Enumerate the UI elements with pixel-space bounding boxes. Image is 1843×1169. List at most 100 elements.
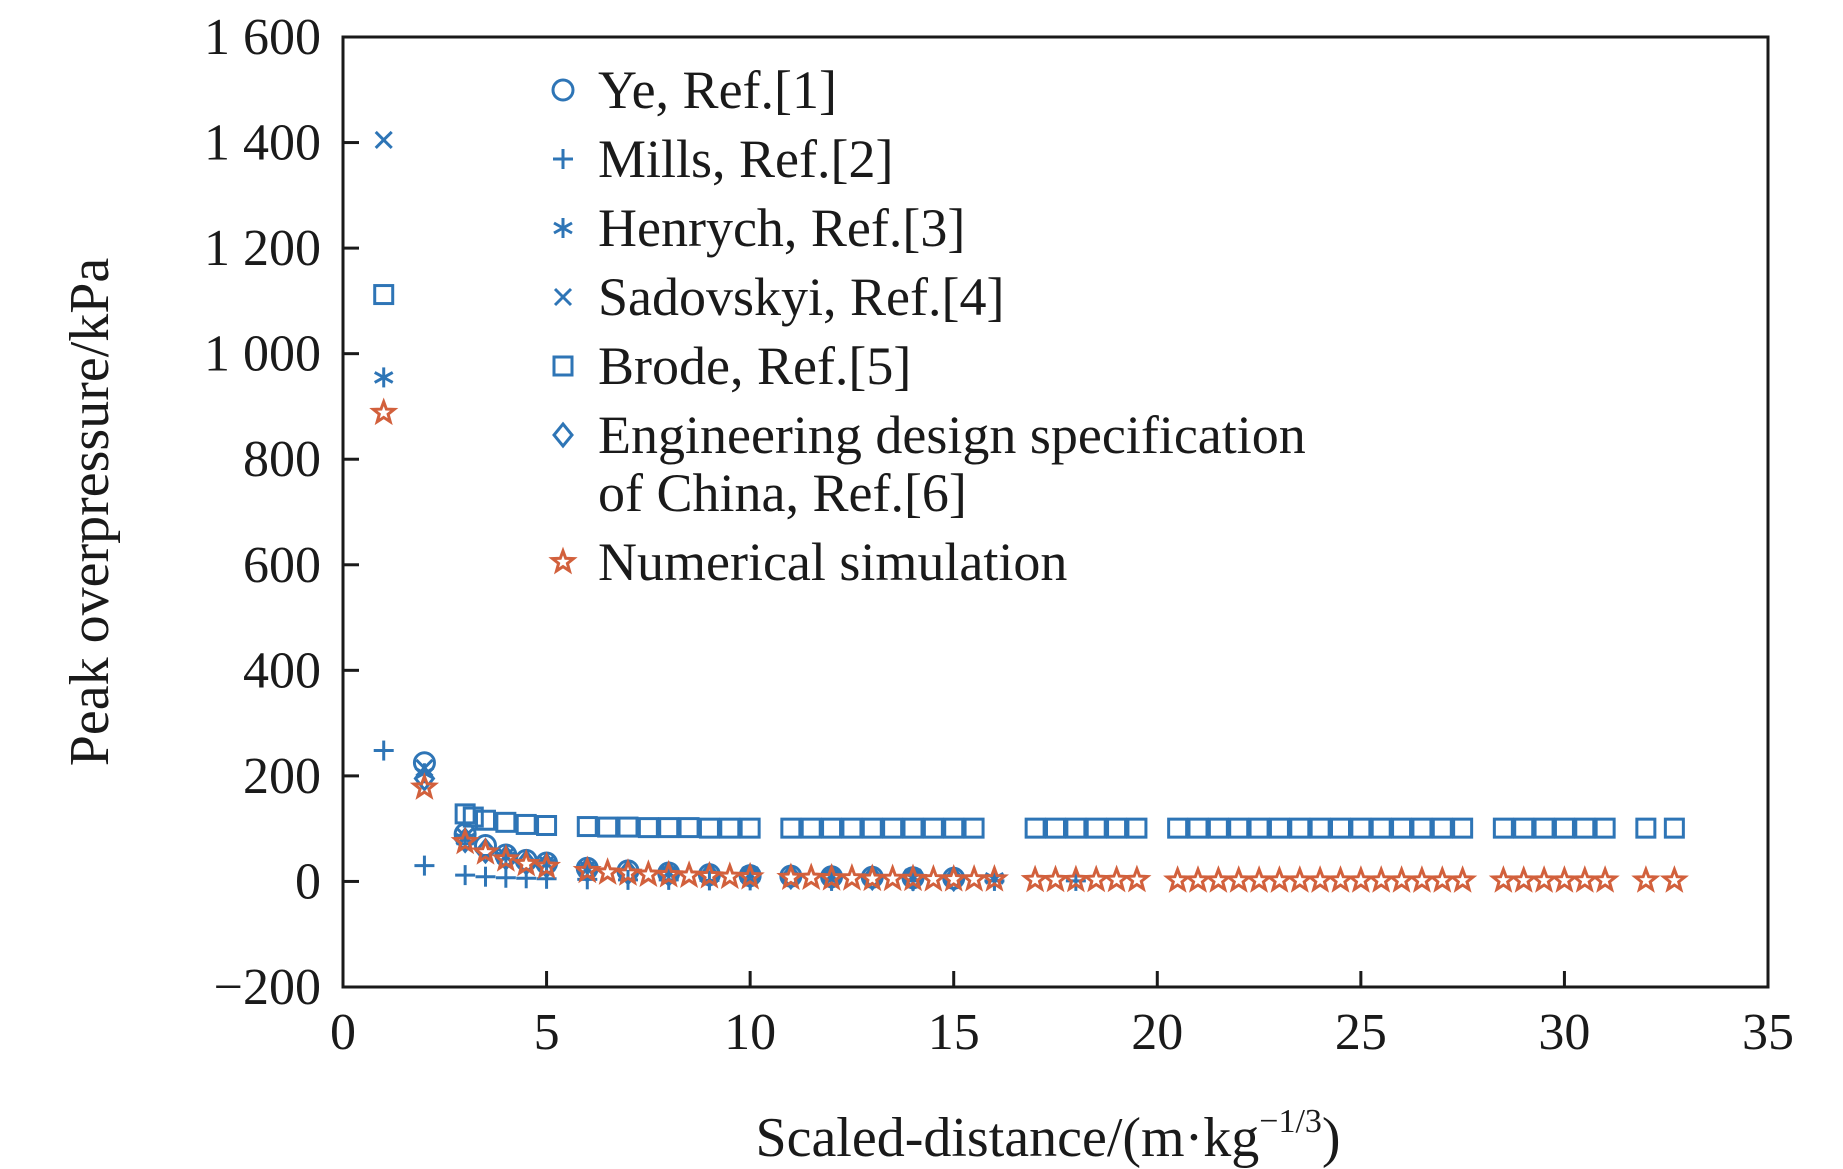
- data-point: [617, 816, 639, 838]
- data-point: [674, 860, 704, 889]
- data-point: [633, 859, 663, 888]
- data-point: [1289, 817, 1311, 839]
- data-point: [511, 848, 541, 877]
- data-point: [1102, 864, 1132, 893]
- y-tick-label: 1 200: [204, 220, 321, 277]
- data-point: [1248, 817, 1270, 839]
- data-point: [475, 809, 496, 831]
- data-point: [1167, 817, 1189, 839]
- legend-label: Sadovskyi, Ref.[4]: [598, 267, 1004, 327]
- x-axis-title-superscript: −1/3: [1259, 1103, 1322, 1140]
- data-point: [1309, 817, 1331, 839]
- data-point: [979, 863, 1009, 892]
- data-point: [1533, 817, 1555, 839]
- data-point: [719, 817, 741, 839]
- data-point: [474, 837, 497, 865]
- data-point: [1024, 817, 1046, 839]
- data-point: [1285, 865, 1315, 893]
- data-point: [374, 130, 393, 149]
- data-point: [1228, 817, 1250, 839]
- data-point: [1427, 865, 1457, 893]
- data-point: [1305, 865, 1335, 893]
- data-point: [369, 397, 399, 426]
- y-tick-label: 600: [243, 537, 321, 594]
- data-point: [1590, 865, 1620, 893]
- data-point: [373, 284, 395, 306]
- y-tick-label: 1 000: [204, 326, 321, 383]
- data-point: [532, 851, 562, 880]
- legend-label: Engineering design specification: [598, 405, 1306, 465]
- legend: Ye, Ref.[1] Mills, Ref.[2] Henrych, Ref.[3…: [548, 60, 1306, 592]
- data-point: [454, 826, 477, 854]
- data-point: [1448, 865, 1478, 893]
- data-point: [450, 826, 480, 855]
- data-point: [373, 367, 394, 388]
- data-point: [678, 817, 700, 839]
- data-point: [841, 817, 863, 839]
- legend-marker: [553, 149, 573, 169]
- data-point: [1411, 817, 1433, 839]
- y-tick-label: 400: [243, 642, 321, 699]
- x-tick-label: 0: [330, 1004, 356, 1061]
- x-tick-label: 20: [1131, 1004, 1183, 1061]
- data-point: [1163, 865, 1193, 893]
- data-point: [959, 863, 989, 892]
- data-point: [1594, 817, 1616, 839]
- y-tick-label: 0: [295, 853, 321, 910]
- y-axis: −200 0 200 400 600 800 1 000 1 200 1 400 1 600: [204, 9, 359, 1016]
- x-tick-label: 30: [1538, 1004, 1590, 1061]
- x-tick-label: 5: [534, 1004, 560, 1061]
- data-point: [1631, 865, 1661, 893]
- data-point: [1635, 817, 1657, 839]
- data-point: [1330, 817, 1351, 839]
- data-point: [414, 855, 435, 876]
- y-tick-label: 200: [243, 748, 321, 805]
- data-point: [491, 843, 521, 872]
- data-point: [515, 813, 537, 835]
- data-point: [1452, 817, 1474, 839]
- data-point: [1264, 865, 1295, 893]
- data-point: [1350, 817, 1372, 839]
- data-point: [821, 817, 843, 839]
- data-point: [1122, 864, 1152, 893]
- data-point: [800, 817, 822, 839]
- data-point: [1065, 817, 1087, 839]
- data-point: [409, 772, 440, 800]
- data-point: [922, 817, 944, 839]
- data-point: [1553, 817, 1575, 839]
- data-point: [515, 849, 538, 876]
- data-point: [1040, 864, 1071, 893]
- data-point: [1045, 817, 1066, 839]
- legend-label: Mills, Ref.[2]: [598, 129, 893, 189]
- data-point: [1431, 817, 1453, 839]
- plot-frame: [341, 35, 1770, 989]
- data-point: [1325, 865, 1356, 893]
- data-point: [536, 815, 558, 836]
- data-point: [495, 811, 517, 833]
- legend-label: Henrych, Ref.[3]: [598, 198, 965, 258]
- data-point: [373, 740, 394, 761]
- series-6: [369, 397, 1689, 893]
- data-point: [1492, 817, 1514, 839]
- data-point: [462, 806, 484, 828]
- data-point: [494, 844, 517, 872]
- legend-label: Numerical simulation: [598, 532, 1067, 592]
- data-point: [1346, 865, 1376, 893]
- series-4: [373, 284, 1685, 839]
- data-point: [1081, 864, 1111, 893]
- legend-marker: [553, 287, 573, 307]
- y-axis-title: Peak overpressure/kPa: [59, 258, 121, 767]
- data-point: [1207, 817, 1229, 839]
- data-point: [1268, 817, 1290, 839]
- data-point: [1370, 817, 1392, 839]
- data-point: [597, 816, 619, 838]
- data-point: [1659, 865, 1689, 893]
- legend-marker: [552, 355, 574, 377]
- x-axis-title-main: Scaled-distance/(m·kg: [755, 1107, 1259, 1169]
- data-point: [837, 862, 867, 891]
- data-point: [1203, 865, 1233, 893]
- data-point: [576, 816, 598, 838]
- data-point: [1549, 865, 1580, 893]
- x-tick-label: 15: [928, 1004, 980, 1061]
